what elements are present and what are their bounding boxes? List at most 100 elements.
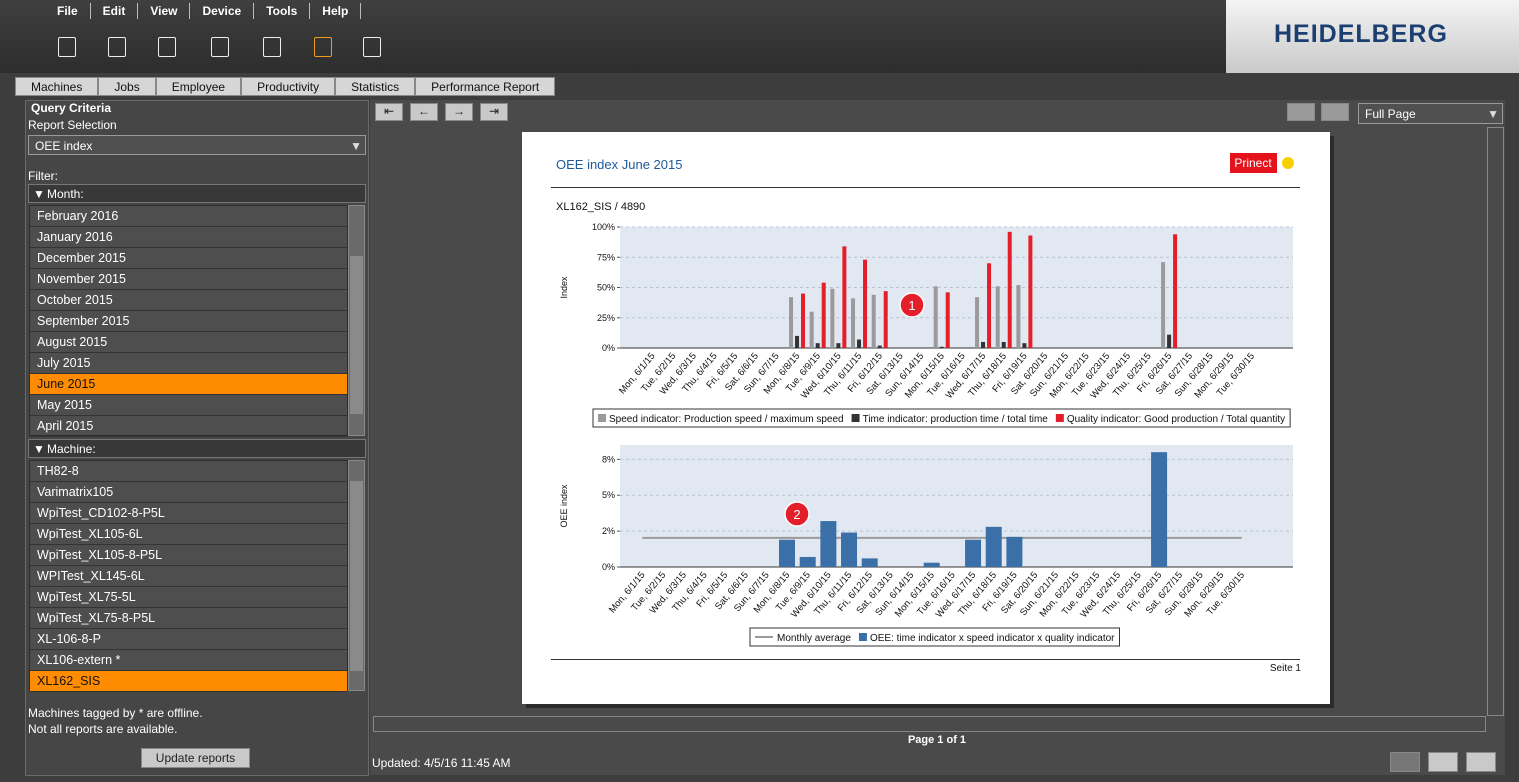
y-tick-label: 5% (602, 490, 615, 500)
bar (836, 343, 841, 348)
machine-item[interactable]: Varimatrix105 (30, 482, 347, 503)
plot-area (620, 445, 1293, 567)
scroll-thumb[interactable] (350, 256, 363, 414)
report-dropdown[interactable]: OEE index ▼ (28, 135, 366, 155)
legend-box (592, 408, 1291, 428)
legend: Speed indicator: Production speed / maxi… (592, 408, 1291, 428)
tab[interactable]: Statistics (335, 77, 416, 96)
month-item[interactable]: April 2015 (30, 416, 347, 437)
first-page-button[interactable]: ⇤ (375, 103, 403, 121)
machine-item[interactable]: WpiTest_XL75-5L (30, 587, 347, 608)
zoom-out-button[interactable] (1321, 103, 1349, 121)
scrollbar[interactable] (348, 205, 365, 436)
annotation-label: 2 (793, 507, 800, 522)
machine-item[interactable]: WpiTest_CD102-8-P5L (30, 503, 347, 524)
toolbar-icon[interactable] (314, 37, 332, 57)
machine-list: TH82-8 Varimatrix105 WpiTest_CD102-8-P5L Wp… (29, 460, 348, 692)
machine-item[interactable]: WpiTest_XL105-6L (30, 524, 347, 545)
label: Filter: (28, 169, 58, 183)
label: Report Selection (28, 118, 117, 132)
page-status: Page 1 of 1 (907, 734, 967, 746)
dropdown-arrow: ▼ (350, 139, 362, 153)
bar (939, 346, 944, 348)
toolbar-icon[interactable] (211, 37, 229, 57)
tab[interactable]: Employee (155, 77, 242, 96)
logo-panel: HEIDELBERG (1226, 0, 1519, 73)
machine-item[interactable]: XL-106-8-P (30, 629, 347, 650)
scrollbar[interactable] (348, 460, 365, 691)
machine-item[interactable]: WpiTest_XL75-8-P5L (30, 608, 347, 629)
machine-item[interactable]: XL106-extern * (30, 650, 347, 671)
month-item[interactable]: May 2015 (30, 395, 347, 416)
menu-item[interactable]: Edit (91, 3, 139, 19)
menu-item[interactable]: Help (310, 3, 362, 19)
last-page-button[interactable]: ⇥ (480, 103, 508, 121)
menu-item[interactable]: Tools (254, 3, 311, 19)
toolbar-icon[interactable] (363, 37, 381, 57)
legend-swatch (858, 633, 867, 641)
menu-item[interactable]: View (138, 3, 191, 19)
month-item[interactable]: September 2015 (30, 311, 347, 332)
month-item[interactable]: November 2015 (30, 269, 347, 290)
zoom-dropdown[interactable]: Full Page ▼ (1358, 103, 1503, 124)
machine-item[interactable]: XL162_SIS (30, 671, 347, 692)
print-button[interactable] (1428, 752, 1458, 772)
bar (1022, 343, 1027, 348)
prev-page-button[interactable]: ← (410, 103, 438, 121)
tab[interactable]: Performance Report (415, 77, 556, 96)
machine-item[interactable]: WPITest_XL145-6L (30, 566, 347, 587)
save-button[interactable] (1466, 752, 1496, 772)
legend-label: OEE: time indicator x speed indicator x … (870, 633, 1115, 644)
bar (1001, 341, 1006, 348)
vertical-scrollbar[interactable] (1487, 127, 1504, 716)
toolbar-icon[interactable] (263, 37, 281, 57)
month-item[interactable]: August 2015 (30, 332, 347, 353)
month-item[interactable]: January 2016 (30, 227, 347, 248)
month-item[interactable]: October 2015 (30, 290, 347, 311)
bar (981, 341, 986, 348)
dropdown-arrow: ▼ (1487, 107, 1499, 121)
bar (779, 539, 796, 567)
machine-item[interactable]: TH82-8 (30, 461, 347, 482)
bar (809, 311, 814, 348)
bar (801, 293, 806, 348)
menu-bar: File Edit View Device Tools Help (45, 3, 362, 19)
toolbar-icon[interactable] (58, 37, 76, 57)
scroll-thumb[interactable] (350, 481, 363, 671)
month-header[interactable]: ▼ Month: (28, 184, 366, 203)
y-tick-label: 8% (602, 454, 615, 464)
update-button[interactable]: Update reports (141, 748, 250, 768)
bar (842, 246, 847, 348)
bar (987, 263, 992, 348)
bar (933, 286, 938, 348)
fit-button[interactable] (1390, 752, 1420, 772)
month-item[interactable]: December 2015 (30, 248, 347, 269)
bar (795, 335, 800, 348)
tab[interactable]: Productivity (241, 77, 336, 96)
month-item[interactable]: July 2015 (30, 353, 347, 374)
bar (945, 292, 950, 348)
next-page-button[interactable]: → (445, 103, 473, 121)
updated-status: Updated: 4/5/16 11:45 AM (372, 756, 511, 770)
month-item[interactable]: February 2016 (30, 206, 347, 227)
machine-header[interactable]: ▼ Machine: (28, 439, 366, 458)
report-subtitle: XL162_SIS / 4890 (556, 201, 645, 213)
month-item[interactable]: June 2015 (30, 374, 347, 395)
horizontal-scrollbar[interactable] (373, 716, 1486, 732)
tab[interactable]: Jobs (98, 77, 156, 96)
legend-label: Quality indicator: Good production / Tot… (1067, 414, 1285, 425)
tab[interactable]: Machines (15, 77, 99, 96)
report-canvas: OEE index June 2015 Prinect XL162_SIS / … (551, 153, 1302, 674)
report-footer: Seite 1 (1270, 663, 1302, 674)
menu-item[interactable]: File (45, 3, 91, 19)
menu-item[interactable]: Device (190, 3, 255, 19)
bar (1007, 231, 1012, 348)
toolbar-icon[interactable] (108, 37, 126, 57)
toolbar-icon[interactable] (158, 37, 176, 57)
legend-label: Monthly average (777, 633, 851, 644)
zoom-in-button[interactable] (1287, 103, 1315, 121)
bar (789, 297, 794, 348)
machine-item[interactable]: WpiTest_XL105-8-P5L (30, 545, 347, 566)
legend: Monthly average OEE: time indicator x spe… (749, 627, 1120, 647)
